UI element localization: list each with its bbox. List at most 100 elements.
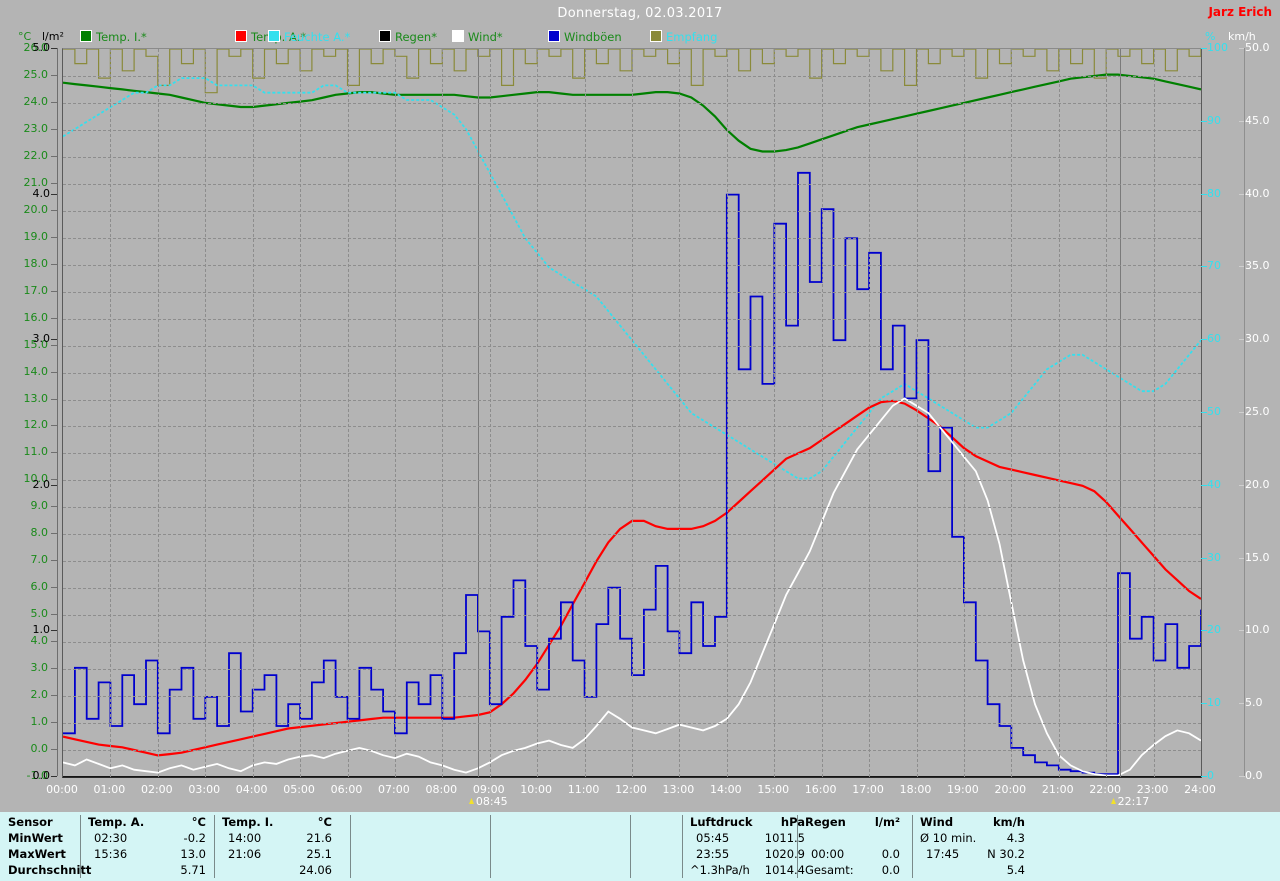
axis-unit-windspeed: km/h [1228,30,1256,43]
table-max-value-temp_i: 25.1 [306,847,332,861]
legend-item-label: Empfang [666,30,718,44]
table-row-label: Sensor [8,815,53,829]
ytick-celsius: 7.0 [30,553,49,567]
ytick-mark [1201,48,1207,49]
table-header-temp_a: Temp. A. [88,815,145,829]
ytick-mark [51,155,57,157]
xtick-time: 14:00 [709,783,742,796]
legend-item-6[interactable]: Empfang [650,30,717,44]
gridline-vertical [300,49,302,777]
table-avg-value-wind: 5.4 [1006,863,1025,877]
ytick-mark [51,398,57,400]
ytick-celsius: -1.0 [26,769,48,782]
xtick-time: 23:00 [1136,783,1169,796]
gridline-vertical [157,49,159,777]
sunrise-marker-label: 08:45 [475,795,508,808]
gridline-horizontal [63,372,1201,374]
table-separator [682,815,683,878]
gridline-vertical [1011,49,1013,777]
gridline-horizontal [63,453,1201,455]
gridline-horizontal [63,615,1201,617]
gridline-vertical [584,49,586,777]
xtick-time: 11:00 [567,783,600,796]
xtick-time: 20:00 [994,783,1027,796]
table-max-time-temp_a: 15:36 [94,847,128,861]
gridline-vertical [394,49,396,777]
xtick-time: 12:00 [615,783,647,796]
ytick-mark [1201,266,1207,268]
gridline-horizontal [63,264,1201,266]
gridline-vertical [1153,49,1155,777]
gridline-horizontal [63,480,1201,482]
ytick-mark [1201,557,1207,559]
gridline-vertical [442,49,444,777]
ytick-windspeed: 15.0 [1245,550,1270,564]
gridline-horizontal [63,318,1201,320]
gridline-vertical [821,49,823,777]
ytick-celsius: 16.0 [23,310,49,324]
ytick-mark [51,452,57,454]
ytick-mark [51,317,57,319]
xtick-time: 13:00 [662,783,695,796]
legend-item-5[interactable]: Windböen [548,30,622,44]
table-unit-temp_i: °C [317,815,332,829]
ytick-windspeed: 25.0 [1245,405,1270,418]
table-avg-value-luftdruck: 1014.4 [764,863,805,877]
ytick-windspeed: 45.0 [1245,113,1270,127]
legend-item-2[interactable]: Feuchte A.* [268,30,350,44]
sunrise-marker-line [477,49,479,777]
ytick-celsius: 9.0 [30,499,49,513]
gridline-horizontal [63,534,1201,536]
table-min-value-temp_i: 21.6 [306,831,332,845]
table-header-regen: Regen [805,815,846,829]
ytick-celsius: 2.0 [30,688,49,702]
xtick-time: 09:00 [472,783,505,796]
ytick-mark [1239,48,1245,49]
legend-swatch-icon [379,30,391,42]
legend-swatch-icon [268,30,280,42]
ytick-windspeed: 30.0 [1245,332,1270,346]
sunset-icon [1109,796,1118,805]
table-max-value-wind: N 30.2 [987,847,1025,861]
ytick-humidity: 50 [1207,405,1221,418]
table-separator [630,815,631,878]
gridline-horizontal [63,129,1201,131]
legend-item-4[interactable]: Wind* [452,30,503,44]
gridline-horizontal [63,156,1201,158]
table-separator [490,815,491,878]
ytick-humidity: 10 [1207,696,1221,710]
gridline-vertical [963,49,965,777]
table-max-value-temp_a: 13.0 [180,847,206,861]
ytick-celsius: 1.0 [30,715,49,729]
ytick-mark [51,263,57,265]
table-row-label: Durchschnitt [8,863,92,877]
ytick-mark [1201,630,1207,632]
ytick-mark [51,339,57,341]
ytick-mark [51,101,57,103]
ytick-celsius: 19.0 [23,229,49,243]
ytick-mark [1239,630,1245,632]
ytick-windspeed: 10.0 [1245,623,1270,637]
sunset-marker-line [1119,49,1121,777]
ytick-celsius: 8.0 [30,526,49,540]
ytick-mark [51,749,57,751]
axis-unit-rain: l/m² [42,30,64,43]
ytick-windspeed: 35.0 [1245,259,1270,273]
gridline-horizontal [63,291,1201,293]
gridline-horizontal [63,210,1201,212]
table-min-value-temp_a: -0.2 [183,831,206,845]
gridline-vertical [1058,49,1060,777]
ytick-mark [1201,193,1207,195]
table-separator [214,815,215,878]
legend-item-0[interactable]: Temp. I.* [80,30,147,44]
legend-item-label: Temp. I.* [96,30,147,44]
ytick-mark [51,533,57,535]
xtick-time: 03:00 [188,783,221,796]
xtick-time: 19:00 [947,783,979,796]
ytick-celsius: 0.0 [30,742,49,756]
celsius-axis-line [57,48,58,776]
table-max-time-regen: 00:00 [811,847,845,861]
legend-item-3[interactable]: Regen* [379,30,437,44]
ytick-rain: 5.0 [32,41,51,54]
chart-plot-area[interactable] [62,48,1202,778]
